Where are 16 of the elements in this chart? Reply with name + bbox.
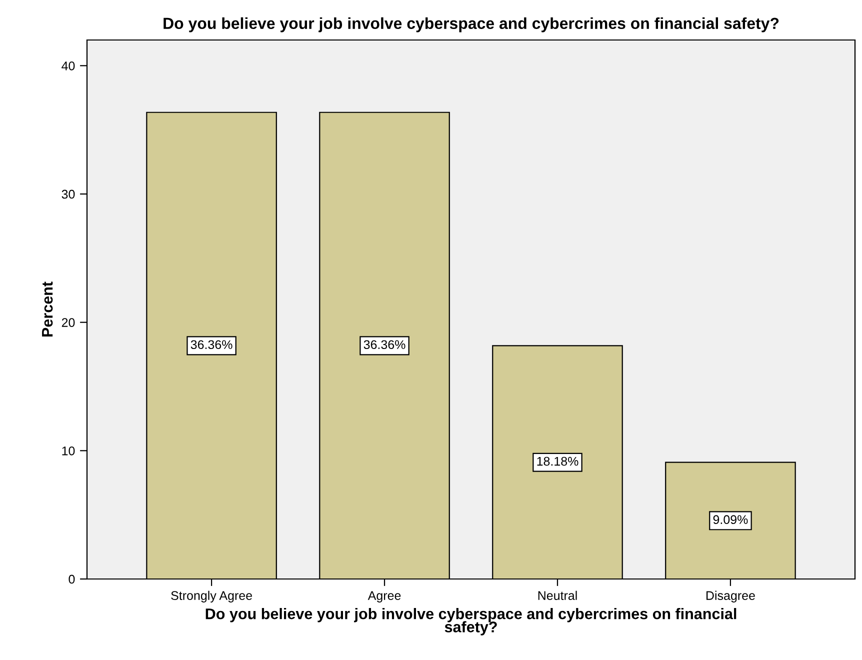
chart-title: Do you believe your job involve cyberspace and cybercrimes on financial safety? (164, 17, 779, 32)
x-tick-label: Disagree (706, 590, 755, 602)
data-label: 36.36% (364, 340, 406, 350)
data-label: 9.09% (713, 515, 748, 524)
x-axis-title: Do you believe your job involve cyberspace and cybercrimes on financial safety? (206, 608, 736, 636)
y-tick-label: 20 (62, 318, 75, 327)
y-tick-label: 10 (62, 446, 75, 456)
y-tick-label: 30 (62, 190, 75, 199)
y-tick-label: 40 (62, 61, 75, 70)
y-tick-label: 0 (68, 574, 75, 584)
x-tick-label: Agree (368, 591, 401, 602)
x-tick-label: Strongly Agree (171, 590, 252, 602)
y-axis-title: Percent (42, 282, 53, 336)
data-label: 36.36% (190, 340, 232, 350)
data-label: 18.18% (537, 456, 578, 466)
x-tick-label: Neutral (538, 590, 577, 600)
